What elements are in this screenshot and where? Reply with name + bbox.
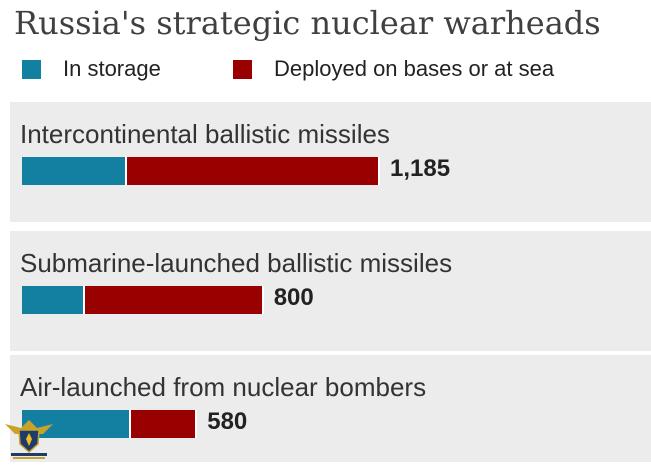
category-label: Intercontinental ballistic missiles <box>20 119 390 149</box>
bar-segment-deployed <box>84 286 264 314</box>
eagle-shield-logo-icon <box>3 412 55 460</box>
panel-air: Air-launched from nuclear bombers 580 <box>10 355 651 462</box>
bar-segment-deployed <box>127 157 380 185</box>
legend-item-deployed: Deployed on bases or at sea <box>233 56 554 82</box>
panel-icbm: Intercontinental ballistic missiles 1,18… <box>10 102 651 222</box>
legend-label-deployed: Deployed on bases or at sea <box>274 56 555 81</box>
bar-segment-storage <box>22 157 128 185</box>
legend-item-storage: In storage <box>22 56 161 82</box>
legend-swatch-storage <box>22 59 41 79</box>
total-value-label: 1,185 <box>390 155 451 182</box>
bar-area: 580 <box>22 408 632 450</box>
total-value-label: 800 <box>273 284 314 311</box>
bar-segment-storage <box>22 286 85 314</box>
total-value-label: 580 <box>207 408 248 435</box>
category-label: Air-launched from nuclear bombers <box>20 372 427 402</box>
legend: In storage Deployed on bases or at sea <box>22 56 642 84</box>
bar-area: 800 <box>22 284 632 326</box>
chart-title: Russia's strategic nuclear warheads <box>14 4 601 42</box>
bar-area: 1,185 <box>22 155 632 197</box>
panel-slbm: Submarine-launched ballistic missiles 80… <box>10 231 651 351</box>
bar-segment-deployed <box>130 410 198 438</box>
legend-label-storage: In storage <box>63 56 161 81</box>
category-label: Submarine-launched ballistic missiles <box>20 248 453 278</box>
legend-swatch-deployed <box>233 59 252 79</box>
